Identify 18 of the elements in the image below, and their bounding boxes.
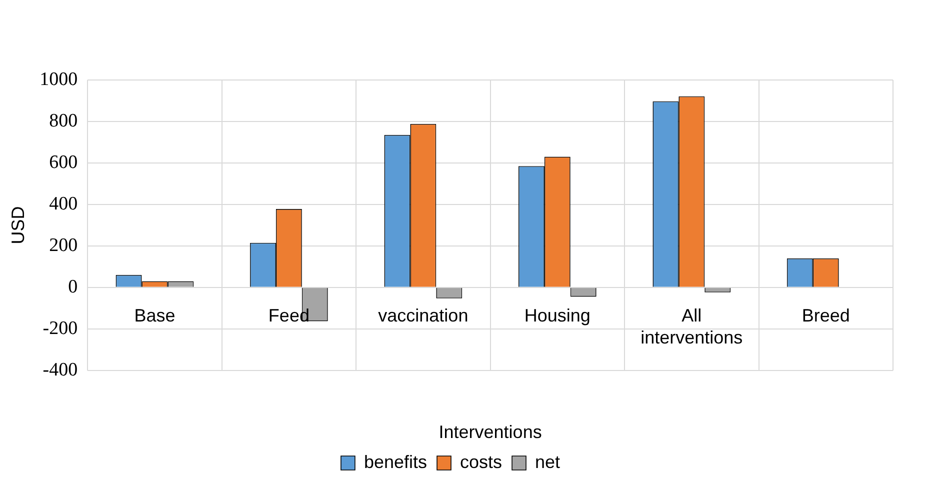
x-tick-label: All interventions — [640, 305, 743, 348]
x-tick-label: vaccination — [378, 305, 468, 326]
x-axis-title: Interventions — [438, 422, 542, 442]
y-axis-title: USD — [8, 206, 28, 244]
y-tick-label: 200 — [49, 234, 78, 256]
x-tick-label: Housing — [524, 305, 590, 326]
y-tick-label: 400 — [49, 193, 78, 214]
y-tick-label: -200 — [42, 318, 78, 339]
legend-label: net — [535, 452, 560, 472]
y-tick-label: 600 — [49, 152, 78, 173]
y-tick-label: 1000 — [40, 68, 78, 90]
y-tick-label: 0 — [68, 276, 78, 298]
y-tick-label: 800 — [49, 110, 78, 132]
legend-label: benefits — [364, 452, 428, 472]
y-tick-label: -400 — [42, 359, 78, 380]
x-tick-label: Base — [134, 305, 176, 326]
x-tick-label: Breed — [802, 305, 850, 326]
legend-label: costs — [460, 452, 502, 472]
